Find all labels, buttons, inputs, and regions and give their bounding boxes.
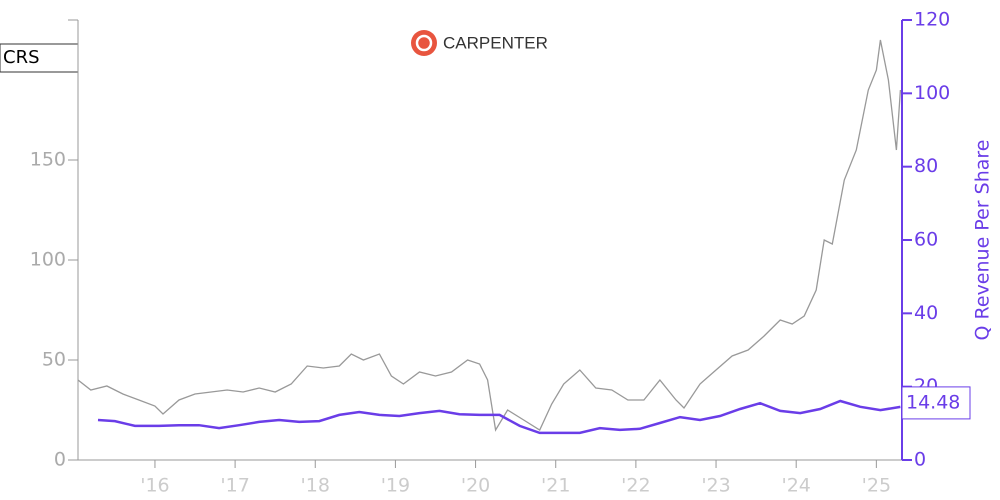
x-tick-label: '21 [541, 475, 570, 497]
y2-tick-label: 80 [914, 155, 938, 177]
logo-icon-ring [415, 34, 433, 52]
y2-tick-label: 60 [914, 229, 938, 251]
series-line [97, 399, 901, 435]
x-tick-label: '22 [621, 475, 650, 497]
y2-tick-label: 40 [914, 302, 938, 324]
y-tick-label: 150 [30, 149, 66, 171]
x-tick-label: '20 [461, 475, 490, 497]
y2-tick-label: 120 [914, 9, 950, 31]
last-value-box [901, 386, 971, 420]
x-tick-label: '23 [701, 475, 730, 497]
logo: CARPENTER [411, 30, 548, 56]
x-tick-label: '18 [301, 475, 330, 497]
y2-tick-label: 100 [914, 82, 950, 104]
logo-text: CARPENTER [443, 33, 548, 52]
x-tick-label: '19 [381, 475, 410, 497]
y2-axis-label: Q Revenue Per Share [972, 140, 994, 341]
x-tick-label: '17 [220, 475, 249, 497]
logo-icon [411, 30, 437, 56]
x-tick-label: '25 [862, 475, 891, 497]
x-tick-label: '24 [781, 475, 810, 497]
ticker: CRS [3, 47, 40, 68]
last-value-label: 14.48 [906, 391, 960, 413]
series-line [77, 39, 902, 432]
y2-tick-label: 0 [914, 449, 926, 471]
y-tick-label: 0 [54, 449, 66, 471]
x-tick-label: '16 [140, 475, 169, 497]
y-tick-label: 100 [30, 249, 66, 271]
y-tick-label: 50 [42, 349, 66, 371]
